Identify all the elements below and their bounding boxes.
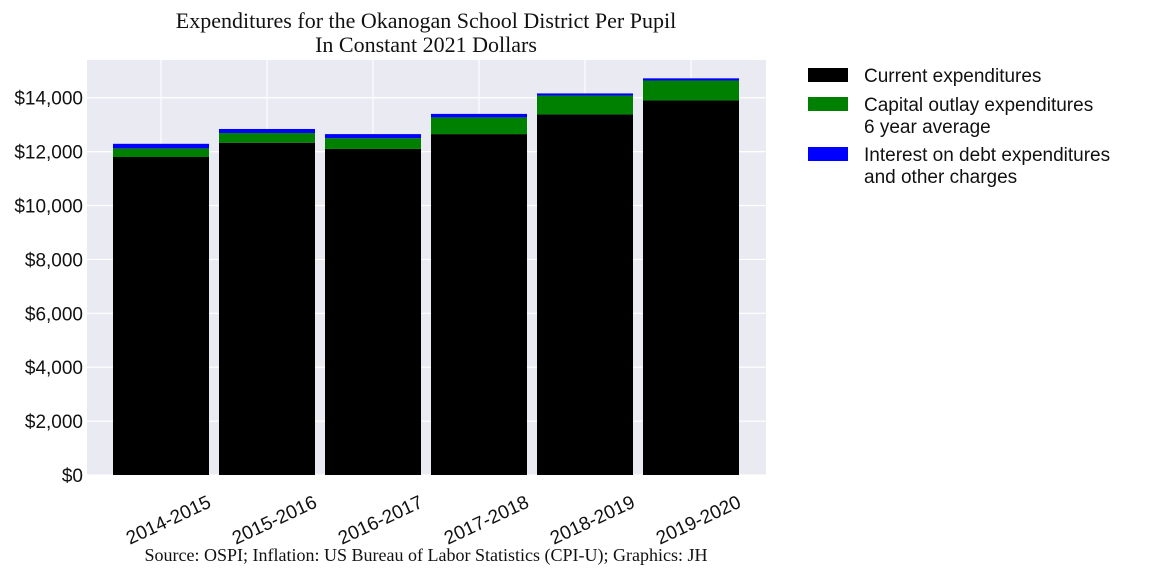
legend-swatch xyxy=(808,147,848,161)
x-axis: 2014-2015 2015-2016 2016-2017 2017-2018 2018… xyxy=(123,492,744,549)
bar-segment-capital-outlay xyxy=(219,133,315,143)
legend-label: Interest on debt expenditures xyxy=(864,145,1110,166)
y-tick-label: $14,000 xyxy=(14,89,83,110)
legend-label: and other charges xyxy=(864,167,1017,188)
bars xyxy=(113,78,739,476)
bar-segment-capital-outlay xyxy=(113,148,209,158)
bar-segment-capital-outlay xyxy=(643,80,739,101)
y-tick-label: $10,000 xyxy=(14,197,83,218)
legend: Current expenditures Capital outlay expen… xyxy=(808,66,1110,188)
bar-segment-current xyxy=(113,157,209,475)
bar-segment-current xyxy=(431,134,527,475)
y-tick-label: $4,000 xyxy=(25,358,83,379)
x-tick-label: 2017-2018 xyxy=(441,492,532,549)
y-tick-label: $12,000 xyxy=(14,143,83,164)
x-tick-label: 2016-2017 xyxy=(335,492,426,549)
y-tick-label: $8,000 xyxy=(25,250,83,271)
y-tick-label: $6,000 xyxy=(25,304,83,325)
bar-segment-interest-debt xyxy=(325,134,421,139)
bar-segment-current xyxy=(219,142,315,475)
bar-segment-interest-debt xyxy=(219,128,315,134)
bar-segment-interest-debt xyxy=(113,143,209,149)
x-tick-label: 2014-2015 xyxy=(123,492,214,549)
legend-swatch xyxy=(808,68,848,82)
legend-label: 6 year average xyxy=(864,117,991,138)
bar-segment-interest-debt xyxy=(431,113,527,118)
bar-segment-interest-debt xyxy=(537,93,633,96)
x-tick-label: 2019-2020 xyxy=(653,492,744,549)
x-tick-label: 2015-2016 xyxy=(229,492,320,549)
bar-segment-current xyxy=(643,100,739,475)
bar-segment-current xyxy=(325,148,421,475)
bar-segment-capital-outlay xyxy=(537,95,633,115)
y-axis: $0 $2,000 $4,000 $6,000 $8,000 $10,000 $12,000… xyxy=(14,89,83,487)
bar-segment-capital-outlay xyxy=(431,117,527,135)
chart-title-line: Expenditures for the Okanogan School Dis… xyxy=(176,8,676,33)
bar-segment-interest-debt xyxy=(643,78,739,81)
chart-title: Expenditures for the Okanogan School Dis… xyxy=(176,8,676,57)
y-tick-label: $0 xyxy=(62,466,83,487)
source-note: Source: OSPI; Inflation: US Bureau of La… xyxy=(145,545,708,566)
legend-label: Capital outlay expenditures xyxy=(864,95,1093,116)
bar-segment-current xyxy=(537,114,633,476)
y-tick-label: $2,000 xyxy=(25,412,83,433)
legend-swatch xyxy=(808,97,848,111)
legend-entry: Current expenditures xyxy=(808,66,1041,87)
bar-segment-capital-outlay xyxy=(325,138,421,149)
x-tick-label: 2018-2019 xyxy=(547,492,638,549)
legend-label: Current expenditures xyxy=(864,66,1041,87)
chart-title-line: In Constant 2021 Dollars xyxy=(315,32,537,57)
